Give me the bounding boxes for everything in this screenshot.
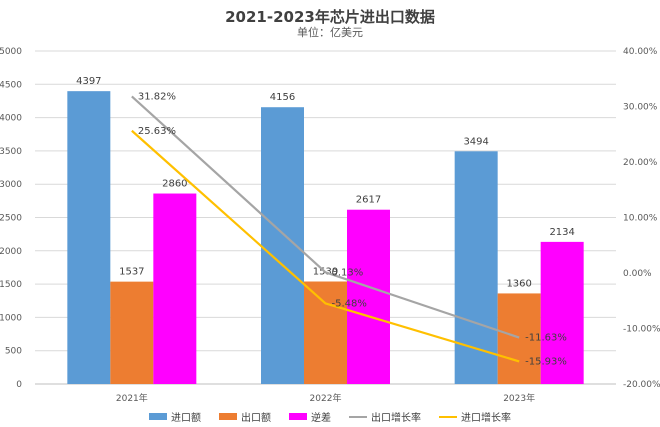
- y-right-tick-label: 30.00%: [623, 103, 658, 113]
- y-right-tick-label: -20.00%: [623, 380, 660, 390]
- y-right-tick-label: -10.00%: [623, 325, 660, 335]
- y-left-tick-label: 4500: [0, 80, 22, 90]
- y-left-tick-label: 4000: [0, 114, 22, 124]
- legend-label: 进口增长率: [461, 413, 511, 424]
- bar-1-1: [67, 91, 111, 385]
- chart-legend: 进口额 出口额 逆差 出口增长率 进口增长率: [0, 409, 660, 424]
- y-left-tick-label: 1500: [0, 280, 22, 290]
- legend-item: 出口增长率: [349, 409, 421, 424]
- bar-3-3: [540, 241, 584, 384]
- legend-item: 出口额: [219, 409, 271, 424]
- line-series-1: [131, 95, 520, 339]
- line-data-label: 31.82%: [138, 91, 176, 102]
- legend-item: 逆差: [289, 409, 331, 424]
- y-left-tick-label: 2500: [0, 214, 22, 224]
- y-left-tick-label: 3500: [0, 147, 22, 157]
- y-right-tick-label: 10.00%: [623, 214, 658, 224]
- y-left-tick-label: 3000: [0, 180, 22, 190]
- y-right-tick-label: 40.00%: [623, 47, 658, 57]
- legend-label: 出口增长率: [371, 413, 421, 424]
- legend-swatch: [439, 415, 457, 418]
- y-left-tick-label: 5000: [0, 47, 22, 57]
- bar-data-label: 4397: [76, 76, 101, 87]
- legend-label: 进口额: [171, 413, 201, 424]
- chart-subtitle: 单位：亿美元: [297, 26, 363, 39]
- bar-data-label: 2134: [549, 227, 574, 238]
- line-data-label: -15.93%: [525, 356, 567, 367]
- line-data-label: -5.48%: [332, 298, 367, 309]
- bar-data-label: 3494: [463, 136, 488, 147]
- bar-3-2: [347, 209, 390, 384]
- y-right-tick-label: 0.00%: [623, 269, 652, 279]
- legend-swatch: [149, 413, 167, 420]
- bar-data-label: 2617: [356, 195, 381, 206]
- line-data-label: 25.63%: [138, 126, 176, 137]
- legend-swatch: [349, 415, 367, 418]
- bar-2-2: [304, 281, 347, 384]
- legend-item: 进口额: [149, 409, 201, 424]
- bar-2-3: [497, 293, 541, 384]
- bar-data-label: 1360: [506, 278, 531, 289]
- y-left-tick-label: 500: [5, 347, 22, 357]
- y-left-tick-label: 0: [16, 380, 22, 390]
- line-series-2: [131, 129, 520, 363]
- y-left-tick-label: 1000: [0, 313, 22, 323]
- bar-3-1: [153, 193, 197, 384]
- legend-label: 出口额: [241, 413, 271, 424]
- bar-data-label: 4156: [270, 92, 295, 103]
- bar-data-label: 2860: [162, 179, 187, 190]
- legend-label: 逆差: [311, 413, 331, 424]
- y-left-tick-label: 2000: [0, 247, 22, 257]
- x-tick-label: 2023年: [503, 392, 535, 404]
- line-data-label: 0.13%: [332, 267, 364, 278]
- x-tick-label: 2022年: [310, 392, 342, 404]
- chart-title: 2021-2023年芯片进出口数据: [225, 8, 435, 26]
- line-data-label: -11.63%: [525, 333, 567, 344]
- legend-item: 进口增长率: [439, 409, 511, 424]
- bar-data-label: 1537: [119, 267, 144, 278]
- bar-2-1: [110, 281, 154, 384]
- legend-swatch: [219, 413, 237, 420]
- y-right-tick-label: 20.00%: [623, 158, 658, 168]
- x-tick-label: 2021年: [116, 392, 148, 404]
- legend-swatch: [289, 413, 307, 420]
